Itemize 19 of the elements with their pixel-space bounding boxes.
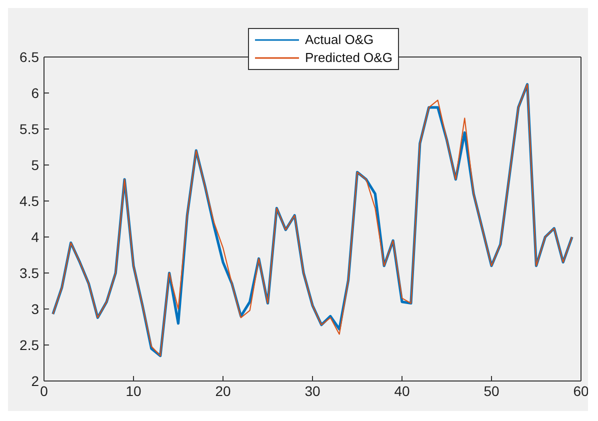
- y-tick-label: 4: [31, 228, 40, 245]
- legend-label: Actual O&G: [305, 31, 374, 49]
- y-tick-label: 6.5: [20, 48, 40, 65]
- legend-label: Predicted O&G: [305, 49, 392, 67]
- x-tick-label: 10: [126, 382, 142, 399]
- y-tick-label: 5.5: [20, 120, 40, 137]
- y-tick-label: 3.5: [20, 264, 40, 281]
- y-tick-label: 5: [31, 156, 40, 173]
- x-tick-label: 60: [573, 382, 589, 399]
- y-tick-label: 2.5: [20, 336, 40, 353]
- y-tick-label: 3: [31, 300, 40, 317]
- x-tick-label: 40: [394, 382, 410, 399]
- y-tick-label: 2: [31, 372, 40, 389]
- x-tick-label: 20: [215, 382, 231, 399]
- y-tick-label: 4.5: [20, 192, 40, 209]
- x-tick-label: 0: [40, 382, 48, 399]
- x-tick-label: 50: [484, 382, 500, 399]
- x-tick-label: 30: [304, 382, 320, 399]
- y-tick-label: 6: [31, 84, 40, 101]
